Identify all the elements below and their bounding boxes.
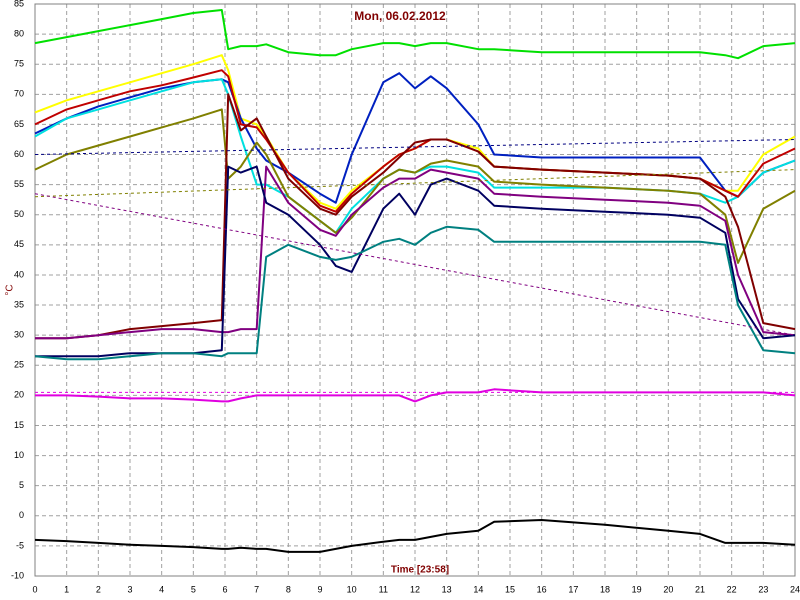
x-tick-label: 23 [758,584,768,594]
x-tick-label: 18 [600,584,610,594]
x-tick-label: 1 [64,584,69,594]
trend-line [34,169,796,198]
y-tick-label: 80 [14,28,24,38]
x-tick-label: 20 [663,584,673,594]
x-tick-label: 15 [505,584,515,594]
x-tick-label: 17 [568,584,578,594]
plot-frame [34,3,796,577]
x-tick-label: 13 [442,584,452,594]
x-tick-label: 21 [695,584,705,594]
y-tick-label: 25 [14,360,24,370]
y-tick-label: 0 [19,510,24,520]
x-tick-label: 3 [127,584,132,594]
y-tick-label: 55 [14,179,24,189]
y-tick-label: 70 [14,89,24,99]
y-tick-label: 40 [14,269,24,279]
y-tick-label: 75 [14,59,24,69]
x-tick-label: 0 [32,584,37,594]
y-tick-label: 35 [14,299,24,309]
x-tick-label: 7 [254,584,259,594]
y-tick-label: 15 [14,420,24,430]
y-tick-label: -10 [11,570,24,580]
x-tick-label: 11 [379,584,388,594]
y-tick-label: 5 [19,480,24,490]
y-tick-label: 85 [14,0,24,8]
x-tick-label: 4 [159,584,164,594]
series-line [34,519,796,553]
x-tick-label: 24 [790,584,800,594]
x-tick-label: 22 [727,584,737,594]
x-tick-label: 14 [473,584,483,594]
series-line [34,225,796,361]
series-line [34,108,796,264]
trend-line [34,139,796,155]
series-line [34,9,796,60]
x-tick-label: 16 [537,584,547,594]
x-tick-label: 2 [96,584,101,594]
y-tick-label: 45 [14,239,24,249]
x-axis-label: Time [23:58] [391,565,449,576]
x-tick-label: 6 [222,584,227,594]
x-tick-label: 9 [317,584,322,594]
chart-title: Mon, 06.02.2012 [354,9,446,23]
x-tick-label: 12 [410,584,420,594]
y-tick-label: 20 [14,390,24,400]
y-tick-label: 30 [14,330,24,340]
x-tick-label: 19 [632,584,642,594]
trend-line [34,193,796,336]
x-tick-label: 8 [286,584,291,594]
y-tick-label: 10 [14,450,24,460]
y-tick-label: 65 [14,119,24,129]
y-axis-label: °C [5,284,16,295]
y-tick-label: 60 [14,149,24,159]
series-line [35,165,796,340]
y-tick-label: 50 [14,209,24,219]
x-tick-label: 10 [347,584,357,594]
y-tick-label: -5 [16,540,24,550]
x-tick-label: 5 [191,584,196,594]
